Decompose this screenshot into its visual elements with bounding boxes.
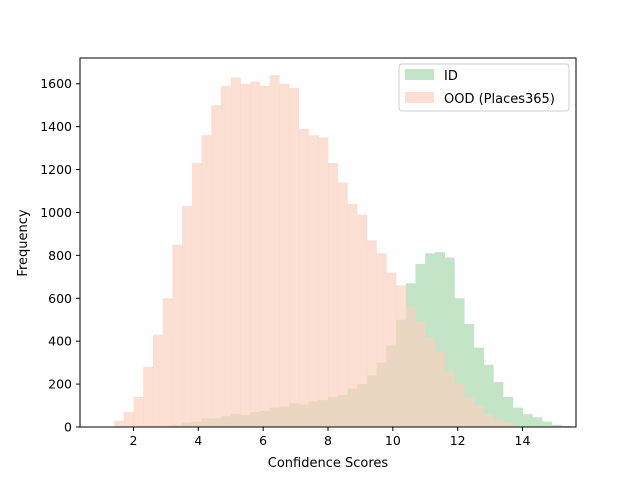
x-tick-label: 12	[450, 433, 466, 448]
histogram-bar-ood	[240, 83, 251, 428]
y-tick-label: 0	[64, 420, 72, 435]
x-tick-label: 6	[259, 433, 267, 448]
histogram-bar-id	[512, 407, 523, 427]
y-tick-label: 400	[48, 334, 72, 349]
histogram-bar-ood	[308, 135, 319, 428]
histogram-bar-id	[503, 396, 514, 427]
legend-swatch-ood	[405, 92, 434, 103]
histogram-bar-ood	[376, 253, 387, 427]
histogram-bar-ood	[123, 411, 134, 427]
histogram-bar-id	[522, 414, 533, 427]
histogram-bar-ood	[201, 135, 212, 428]
histogram-bar-id	[473, 347, 484, 427]
histogram-bar-ood	[230, 77, 241, 427]
histogram-bar-ood	[454, 384, 465, 427]
legend-frame	[398, 63, 570, 112]
y-axis-ticks: 0 200 400 600 800 1000 1200 1400 1600	[40, 76, 80, 435]
histogram-bar-ood	[211, 105, 222, 427]
histogram-bar-ood	[182, 206, 193, 427]
histogram-bar-ood	[172, 244, 183, 427]
histogram-bar-ood	[221, 85, 232, 427]
y-tick-label: 1600	[40, 76, 72, 91]
x-tick-label: 14	[515, 433, 531, 448]
legend-label-ood: OOD (Places365)	[444, 92, 555, 107]
histogram-bar-ood	[425, 336, 436, 427]
series-ood-bars	[114, 75, 514, 428]
histogram-bar-ood	[162, 298, 173, 427]
histogram-bar-ood	[279, 83, 290, 428]
histogram-bar-ood	[114, 420, 125, 427]
histogram-bar-ood	[269, 75, 280, 427]
y-tick-label: 600	[48, 291, 72, 306]
histogram-bar-ood	[366, 240, 377, 427]
histogram-bar-ood	[415, 321, 426, 427]
histogram-bar-ood	[444, 371, 455, 427]
x-tick-label: 8	[324, 433, 332, 448]
histogram-bar-ood	[152, 334, 163, 427]
histogram-bar-id	[551, 424, 562, 427]
histogram-bar-id	[483, 364, 494, 427]
histogram-bar-ood	[493, 419, 504, 427]
histogram-bar-id	[434, 252, 446, 427]
histogram-bar-ood	[396, 285, 407, 427]
legend: ID OOD (Places365)	[398, 63, 570, 112]
x-axis-label: Confidence Scores	[268, 456, 389, 471]
histogram-bar-id	[444, 257, 455, 427]
histogram-bar-ood	[298, 128, 309, 428]
histogram-bar-ood	[250, 81, 261, 427]
histogram-bar-ood	[133, 396, 144, 427]
y-tick-label: 200	[48, 377, 72, 392]
histogram-bar-ood	[347, 203, 358, 427]
legend-label-id: ID	[444, 69, 458, 84]
histogram-bar-id	[464, 324, 475, 427]
y-tick-label: 1400	[40, 119, 72, 134]
histogram-bar-ood	[405, 306, 416, 427]
histogram-bar-ood	[328, 163, 339, 427]
histogram-bar-id	[541, 421, 552, 427]
histogram-bar-ood	[357, 214, 368, 427]
histogram-bar-ood	[483, 414, 494, 427]
x-axis-ticks: 2 4 6 8 10 12 14	[130, 427, 531, 448]
histogram-bar-id	[493, 381, 504, 427]
histogram-bar-ood	[289, 88, 300, 427]
histogram-bar-ood	[386, 272, 397, 427]
histogram-bar-id	[561, 425, 572, 427]
x-tick-label: 4	[194, 433, 202, 448]
x-tick-label: 2	[130, 433, 138, 448]
legend-swatch-id	[405, 69, 434, 80]
histogram-bar-id	[532, 417, 543, 427]
histogram-bar-ood	[434, 351, 446, 427]
y-tick-label: 800	[48, 248, 72, 263]
histogram-bar-ood	[318, 137, 329, 427]
histogram-bar-ood	[259, 85, 270, 427]
histogram-bar-id	[454, 298, 465, 427]
histogram-bar-ood	[464, 396, 475, 427]
y-axis-label: Frequency	[16, 209, 31, 276]
histogram-bar-ood	[337, 182, 348, 427]
histogram-bar-ood	[503, 422, 514, 427]
y-tick-label: 1000	[40, 205, 72, 220]
y-tick-label: 1200	[40, 162, 72, 177]
histogram-bar-ood	[473, 405, 484, 427]
histogram-bar-ood	[191, 163, 202, 427]
x-tick-label: 10	[385, 433, 401, 448]
histogram-bar-ood	[143, 366, 154, 427]
